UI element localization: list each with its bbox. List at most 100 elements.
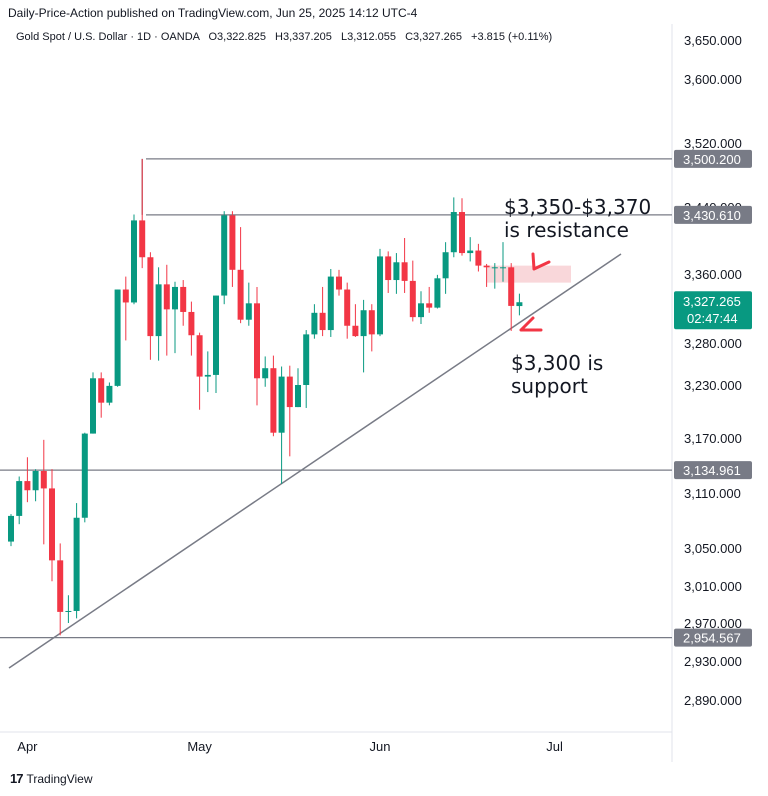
resistance-zone — [486, 265, 571, 283]
tradingview-brand[interactable]: TradingView — [26, 771, 93, 786]
candle — [311, 304, 318, 339]
level-badge — [674, 461, 752, 480]
price-axis[interactable]: 3,650.0003,600.0003,520.0003,440.0003,36… — [684, 33, 742, 708]
candle-body — [57, 560, 64, 612]
candle-body — [196, 335, 203, 377]
candle-body — [516, 302, 523, 307]
candle — [483, 263, 490, 287]
candle-body — [459, 212, 465, 254]
candle-body — [295, 385, 301, 408]
candle-body — [491, 267, 498, 269]
price-tick-label: 3,360.000 — [684, 267, 742, 282]
resistance-arrow-icon — [531, 252, 551, 271]
candle — [65, 595, 72, 623]
candle-body — [508, 267, 515, 306]
candle — [196, 332, 203, 410]
candle-body — [65, 610, 72, 612]
candle-body — [180, 286, 187, 312]
candle-body — [409, 280, 416, 318]
candle — [49, 469, 55, 582]
candle — [245, 282, 252, 326]
candle — [467, 237, 474, 262]
candle — [426, 286, 433, 313]
candle — [393, 253, 400, 294]
candle — [434, 274, 441, 309]
candle-body — [377, 256, 383, 335]
candle — [254, 286, 260, 406]
close-value: 3,327.265 — [413, 31, 462, 43]
trendline-layer — [8, 253, 622, 669]
candle — [319, 286, 326, 337]
annotations: $3,350-$3,370 is resistance $3,300 is su… — [504, 195, 651, 398]
high-value: 3,337.205 — [282, 31, 332, 43]
candle — [491, 263, 498, 289]
level-badge — [674, 205, 752, 224]
candle — [303, 330, 310, 408]
level-badge-label: 2,954.567 — [683, 631, 741, 646]
candle — [516, 293, 523, 316]
candle-body — [245, 303, 252, 320]
candle — [229, 211, 236, 287]
candle-body — [450, 212, 457, 253]
candle — [24, 457, 31, 503]
candle — [344, 282, 351, 339]
candle — [336, 269, 342, 296]
candle-body — [81, 433, 88, 518]
candle — [475, 243, 482, 272]
candle — [221, 211, 228, 305]
symbol-name[interactable]: Gold Spot / U.S. Dollar · 1D · OANDA — [16, 31, 200, 43]
candle-body — [188, 311, 195, 336]
price-tick-label: 3,650.000 — [684, 33, 742, 48]
candle-body — [172, 286, 178, 310]
horizontal-levels — [0, 158, 672, 639]
support-annotation-line1: $3,300 is — [511, 351, 603, 375]
candle-body — [368, 310, 375, 335]
candle-body — [114, 289, 121, 386]
candle-body — [98, 378, 105, 403]
candle-body — [401, 262, 408, 281]
candles — [8, 159, 523, 636]
candle — [213, 295, 219, 393]
candle — [114, 289, 121, 387]
candle — [81, 432, 88, 523]
candle-body — [352, 325, 359, 337]
candle — [40, 439, 47, 545]
time-axis[interactable]: Apr May Jun Jul — [17, 739, 563, 754]
candle — [401, 237, 408, 293]
candle — [122, 276, 129, 341]
candle — [368, 304, 375, 352]
price-change: +3.815 (+0.11%) — [471, 31, 553, 43]
price-tick-label: 3,600.000 — [684, 72, 742, 87]
candle — [352, 304, 359, 337]
candle-body — [344, 289, 351, 326]
price-tick-label: 3,050.000 — [684, 541, 742, 556]
candle — [155, 267, 162, 361]
current-price-badge — [674, 291, 752, 330]
candle-body — [467, 250, 474, 254]
candle-body — [147, 257, 154, 337]
candle — [459, 198, 465, 256]
candle-body — [90, 378, 96, 434]
resistance-annotation-line2: is resistance — [504, 218, 629, 242]
candle-body — [16, 481, 23, 516]
tradingview-logo-icon: 17 — [10, 771, 24, 786]
candle — [57, 543, 64, 636]
candle-body — [442, 252, 449, 279]
price-tick-label: 2,970.000 — [684, 616, 742, 631]
candle-body — [131, 220, 137, 303]
support-annotation-line2: support — [511, 374, 588, 398]
ohlc-high: H3,337.205 — [275, 31, 332, 43]
candle-body — [32, 471, 39, 491]
candle-body — [254, 303, 260, 379]
candle-body — [278, 376, 285, 433]
support-arrow-icon — [519, 316, 543, 332]
level-badge-label: 3,430.610 — [683, 208, 741, 223]
candle-body — [319, 312, 326, 331]
candle-body — [426, 303, 433, 308]
candle-body — [221, 215, 228, 296]
candle-body — [49, 488, 55, 561]
level-badges: 3,500.200 3,430.610 3,134.961 2,954.567 3,32… — [674, 149, 752, 647]
time-tick-label: Jul — [546, 739, 563, 754]
candle — [327, 268, 334, 337]
